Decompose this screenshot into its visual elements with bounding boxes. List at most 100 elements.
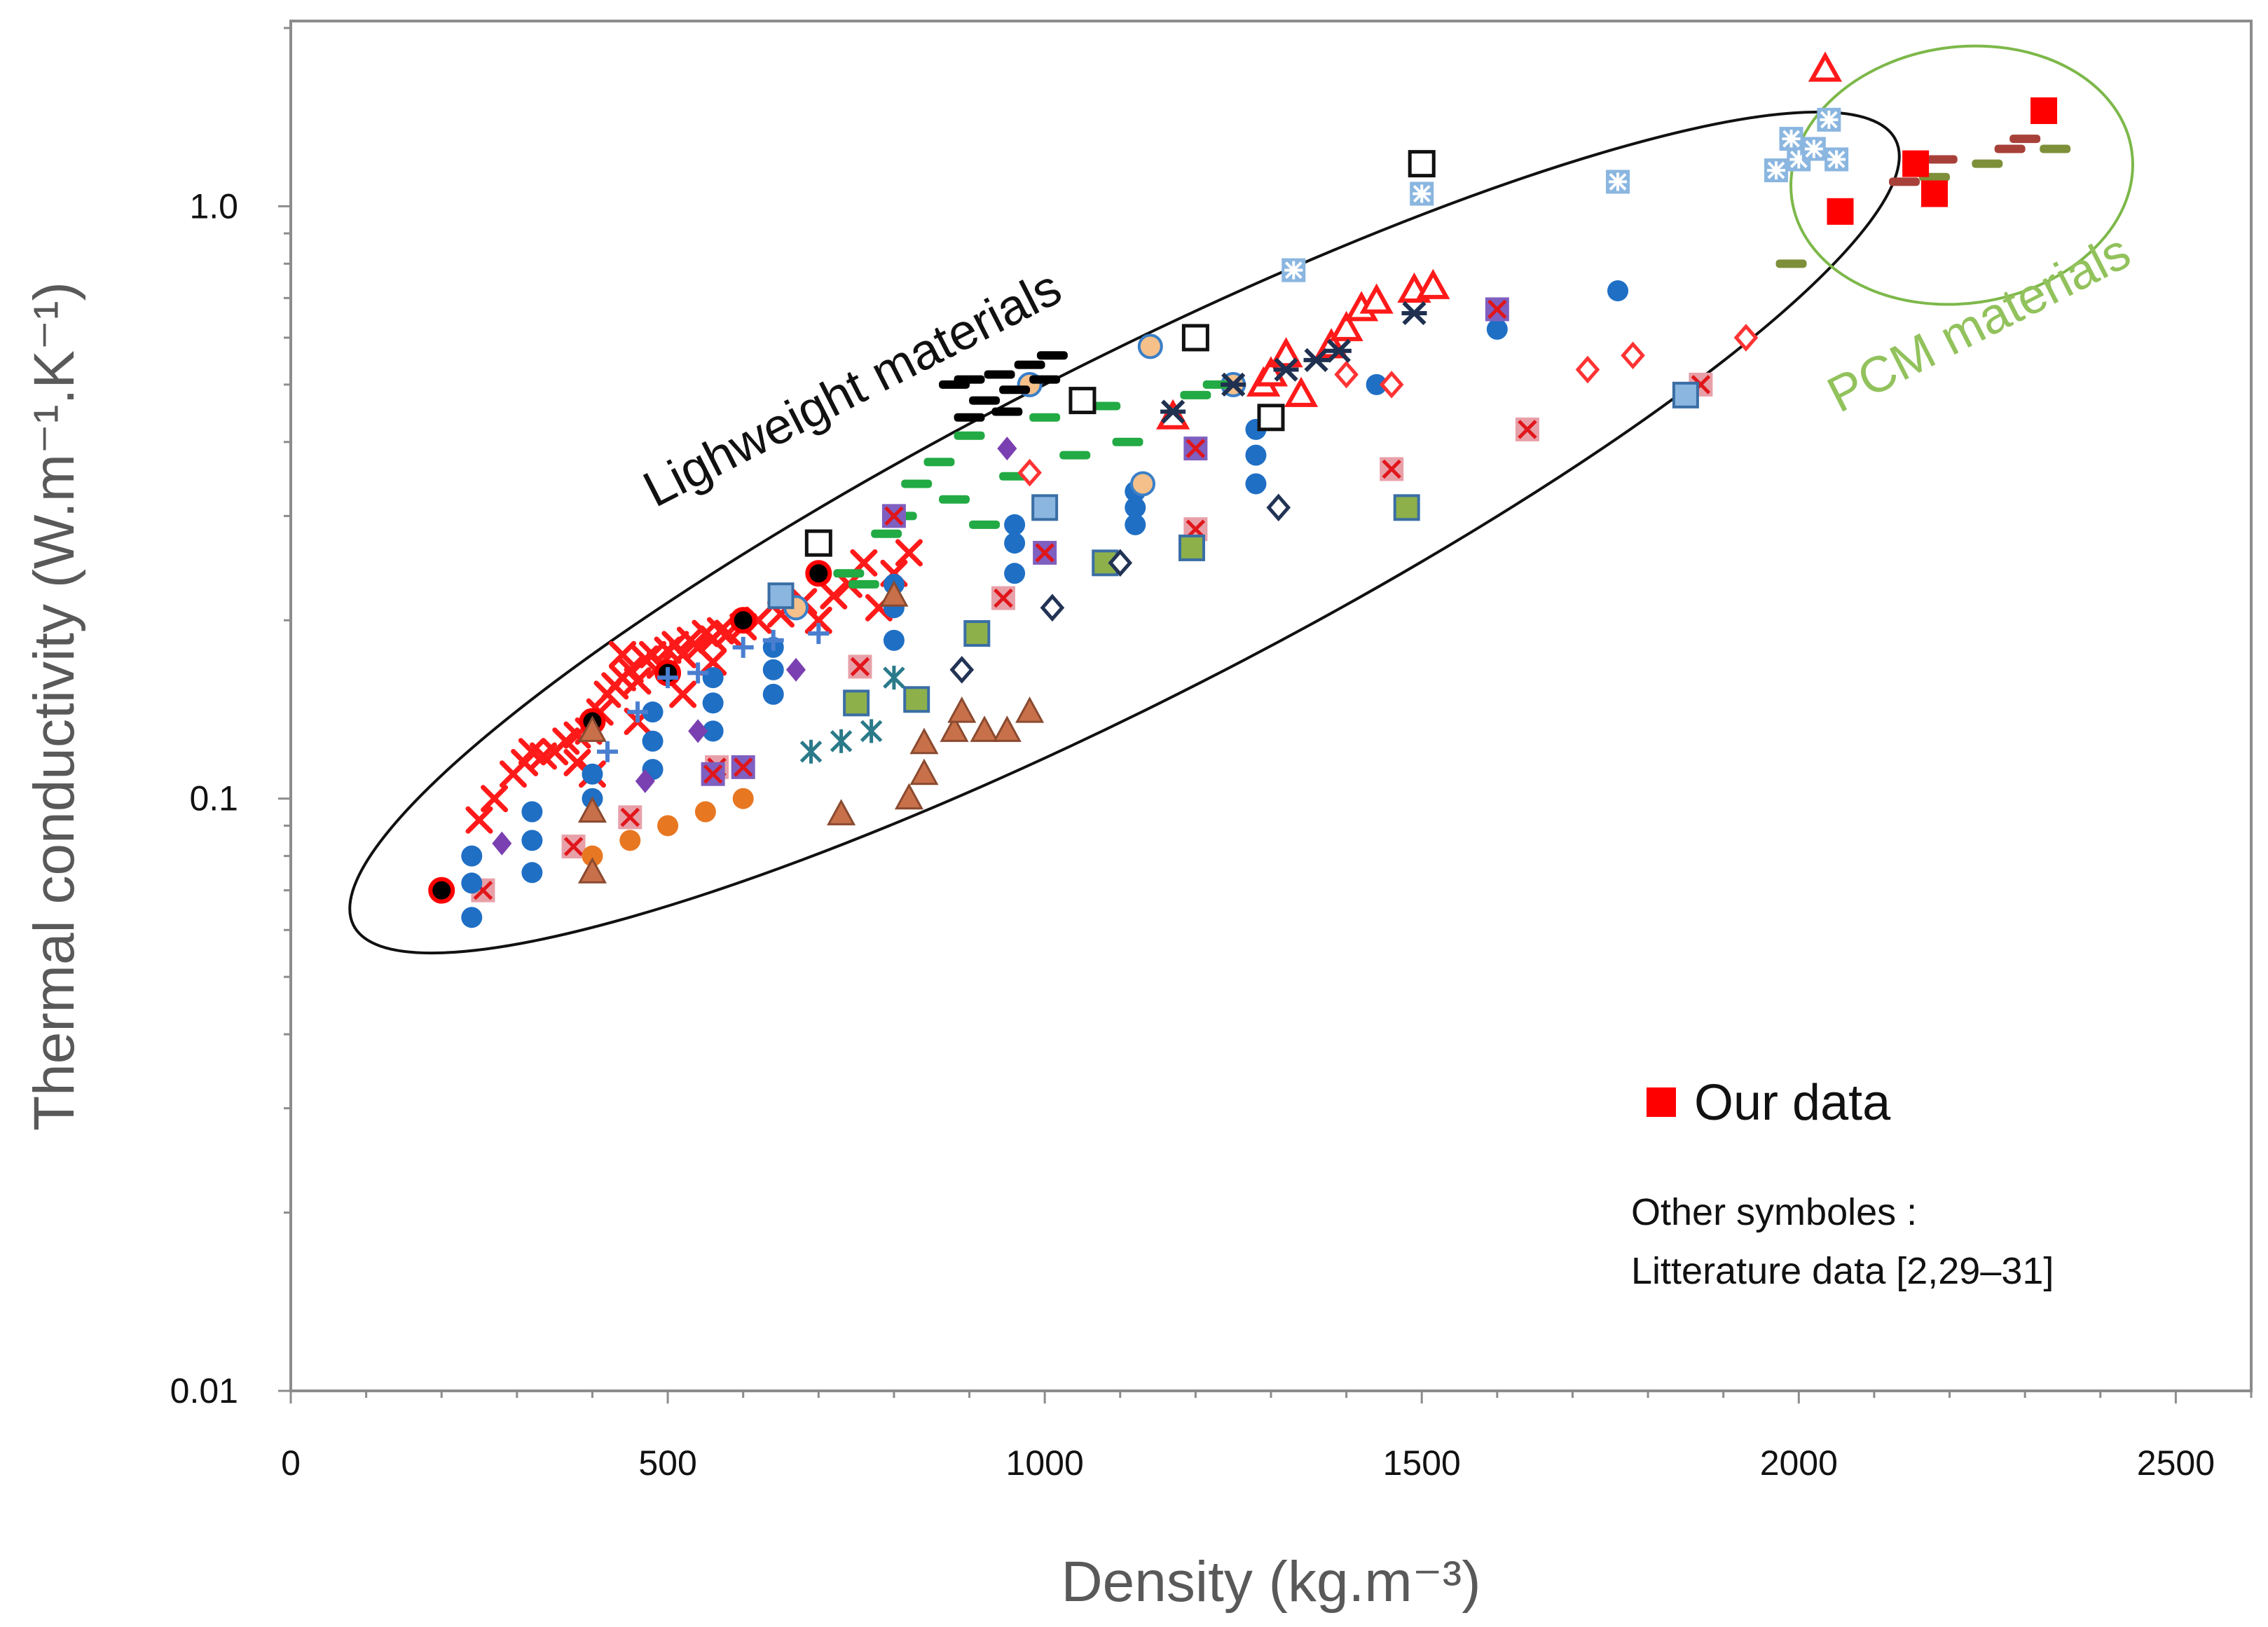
lit-black-dashes-point (1029, 375, 1061, 384)
x-tick-label: 1500 (1383, 1443, 1461, 1483)
lit-open-black-squares-point (1181, 324, 1209, 352)
plot-frame (289, 20, 2253, 1392)
lit-blue-circles-point (762, 659, 784, 680)
lit-blue-circles-point (883, 629, 905, 651)
lit-dark-navy-stars-point (1303, 348, 1329, 372)
lit-blue-circles-point (702, 667, 724, 689)
lit-green-squares-point (1178, 534, 1206, 561)
lit-orange-circles-point (657, 815, 679, 837)
lit-dark-navy-stars-point (1401, 301, 1427, 326)
lit-green-dashes-point (939, 495, 970, 504)
lit-orange-circles-point (619, 830, 641, 851)
lit-purple-squares-with-cross-point (1485, 297, 1509, 322)
lit-black-dashes-point (999, 385, 1031, 394)
lit-black-dots-point (805, 560, 832, 587)
lit-blue-circles-point (582, 763, 603, 785)
lit-blue-circles-point (521, 801, 543, 823)
lit-blue-snowflake-squares-point (1410, 181, 1434, 206)
lit-purple-squares-with-cross-point (881, 504, 906, 528)
lit-brown-triangles-point (577, 857, 607, 884)
lit-green-dashes-point (1029, 413, 1061, 422)
lit-black-dots-point (729, 607, 757, 634)
lit-red-crosses-point (616, 656, 644, 684)
lit-green-dashes-point (923, 458, 955, 467)
lit-purple-squares-with-cross-point (1033, 540, 1057, 565)
lit-pcm-olive-dashes-point (1972, 159, 2003, 168)
lit-green-squares-point (963, 620, 991, 647)
lit-blue-snowflake-squares-point (1824, 147, 1849, 172)
lit-purple-diamonds-point (635, 769, 655, 793)
lit-teal-asterisks-point (830, 729, 853, 753)
lit-red-crosses-point (706, 617, 734, 645)
lit-blue-pluses-point (627, 701, 649, 723)
lit-red-crosses-point (820, 582, 848, 610)
lit-black-dots-point (428, 877, 455, 904)
lit-red-triangles-point (1155, 399, 1190, 430)
lit-red-diamonds-point (1733, 324, 1759, 352)
lit-green-squares-point (1393, 494, 1420, 521)
lit-red-squares-with-cross-point (1380, 457, 1404, 481)
x-tick-label: 2000 (1760, 1443, 1838, 1483)
lit-green-dashes-point (969, 520, 1001, 529)
lit-purple-squares-with-cross-point (1183, 437, 1208, 461)
note-line-2: Litterature data [2,29–31] (1631, 1250, 2054, 1292)
lit-red-crosses-point (481, 785, 509, 813)
lit-brown-triangles-point (577, 715, 607, 742)
lit-red-triangles-point (1329, 310, 1363, 341)
lit-blue-snowflake-squares-point (1281, 258, 1306, 282)
lit-green-dashes-point (833, 569, 865, 578)
lit-brown-triangles-point (909, 758, 939, 785)
lit-green-dashes-point (954, 431, 985, 440)
lit-orange-circles-point (732, 788, 754, 809)
lit-blue-snowflake-squares-point (1801, 137, 1826, 161)
lit-blue-circles-point (461, 845, 483, 867)
lit-blue-snowflake-squares-point (1606, 170, 1630, 194)
lit-red-diamonds-point (1379, 371, 1404, 399)
lit-brown-triangles-point (970, 715, 999, 742)
lit-green-dashes-point (848, 579, 879, 589)
lit-red-triangles-point (1416, 268, 1450, 299)
lit-black-dashes-point (954, 375, 985, 384)
lightweight-region-ellipse (348, 110, 1901, 955)
lit-blue-snowflake-squares-point (1764, 158, 1789, 183)
lit-brown-triangles-point (947, 696, 977, 723)
x-tick-label: 0 (281, 1443, 301, 1483)
lit-open-black-squares-point (804, 529, 832, 557)
lit-teal-asterisks-point (883, 666, 905, 690)
lit-red-triangles-point (1284, 376, 1319, 407)
x-tick-labels: 0 500 1000 1500 2000 2500 (281, 1443, 2215, 1483)
lit-blue-snowflake-squares-point (1817, 107, 1841, 132)
lit-green-dashes-point (1180, 390, 1211, 399)
lit-green-squares-point (903, 686, 930, 713)
x-tick-label: 1000 (1006, 1443, 1084, 1483)
lit-black-dashes-point (1014, 360, 1045, 369)
lit-green-dashes-point (1059, 451, 1091, 460)
our-data-point (1902, 150, 1930, 177)
lit-blue-circles-point (702, 692, 724, 714)
lit-black-diamonds-point (1108, 549, 1133, 577)
lit-blue-circles-point (1004, 533, 1026, 554)
lit-blue-circles-point (642, 701, 664, 723)
lit-purple-diamonds-point (688, 719, 708, 743)
lit-blue-circles-point (1607, 280, 1629, 301)
lit-blue-pluses-point (657, 667, 679, 689)
legend-our-data-label: Our data (1694, 1075, 1891, 1131)
lit-blue-circles-point (1125, 497, 1146, 519)
lit-dark-navy-stars-point (1273, 357, 1299, 382)
lit-red-triangles-point (1269, 337, 1303, 368)
our-data-point (1827, 198, 1854, 225)
lit-red-squares-with-cross-point (991, 586, 1015, 610)
lit-purple-diamonds-point (997, 437, 1017, 461)
lit-black-diamonds-point (1040, 593, 1065, 622)
lit-red-squares-with-cross-point (561, 835, 586, 859)
lit-blue-circles-point (702, 720, 724, 742)
x-tick-label: 2500 (2137, 1443, 2215, 1483)
lit-brown-triangles-point (827, 799, 856, 825)
lit-open-black-squares-point (1257, 404, 1285, 432)
lit-orange-circles-point (694, 801, 716, 823)
lit-light-blue-squares-point (1672, 381, 1699, 409)
lit-pcm-olive-dashes-point (2040, 144, 2071, 153)
y-tick-label: 0.01 (170, 1371, 238, 1410)
